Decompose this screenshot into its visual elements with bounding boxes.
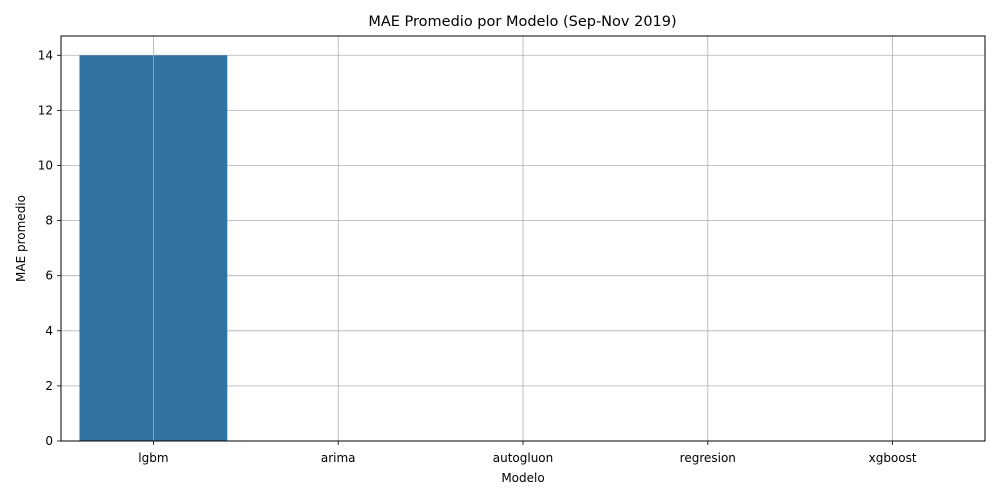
y-tick-label: 6 [45, 269, 53, 283]
x-axis: lgbm arima autogluon regresion xgboost [138, 441, 917, 465]
x-tick-label-arima: arima [321, 451, 356, 465]
y-tick-label: 8 [45, 214, 53, 228]
y-tick-label: 14 [38, 48, 53, 62]
x-tick-label-regresion: regresion [680, 451, 736, 465]
y-axis: 0 2 4 6 8 10 12 14 [38, 48, 61, 448]
chart-title: MAE Promedio por Modelo (Sep-Nov 2019) [368, 14, 676, 30]
x-tick-label-lgbm: lgbm [138, 451, 168, 465]
grid-x-layer [152, 36, 893, 441]
x-axis-label: Modelo [501, 471, 544, 485]
y-tick-label: 10 [38, 158, 53, 172]
y-tick-label: 12 [38, 103, 53, 117]
x-tick-label-xgboost: xgboost [869, 451, 917, 465]
y-tick-label: 0 [45, 434, 53, 448]
y-tick-label: 4 [45, 324, 53, 338]
y-axis-label: MAE promedio [14, 195, 28, 282]
x-tick-label-autogluon: autogluon [493, 451, 554, 465]
y-tick-label: 2 [45, 379, 53, 393]
